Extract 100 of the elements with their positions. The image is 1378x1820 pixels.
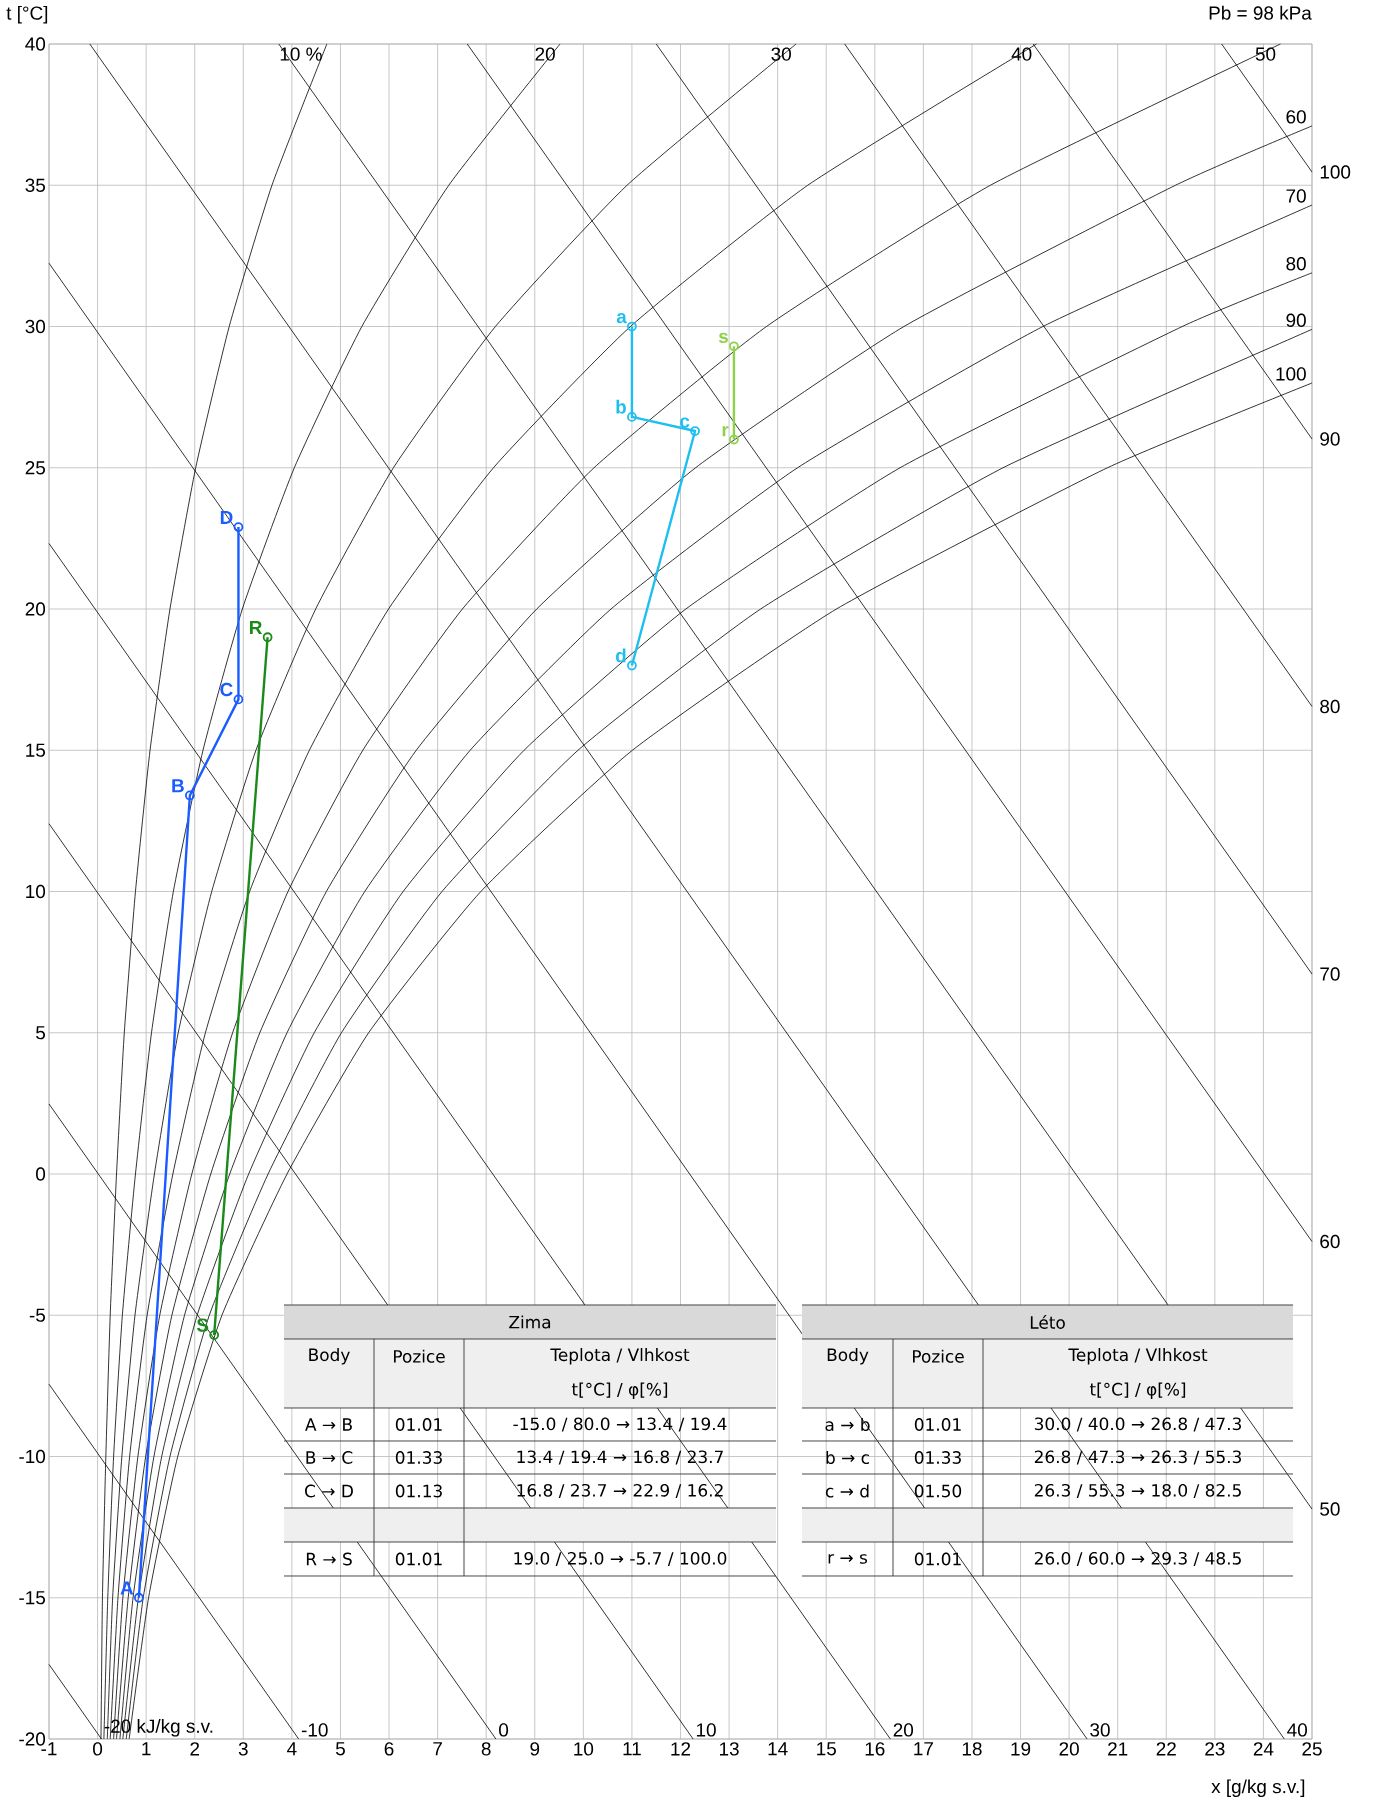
annotation: c → d <box>825 1484 869 1498</box>
y-tick-label: 25 <box>25 461 46 475</box>
x-tick-label: 22 <box>1156 1742 1176 1756</box>
series-label: 0 <box>499 1723 509 1737</box>
text: Pb = 98 kPa <box>1209 5 1312 20</box>
x-tick-label: 19 <box>1011 1742 1031 1756</box>
y-tick-label: 15 <box>26 743 46 757</box>
annotation: a → b <box>825 1417 870 1432</box>
annotation: 01.01 <box>914 1418 961 1431</box>
series-label: 30 <box>771 47 791 61</box>
annotation: 01.01 <box>914 1552 961 1566</box>
x-tick-label: 7 <box>433 1742 442 1756</box>
annotation: 30.0 / 40.0 → 26.8 / 47.3 <box>1034 1417 1241 1432</box>
x-tick-label: 21 <box>1108 1742 1128 1756</box>
series-label: 70 <box>1320 967 1340 981</box>
x-tick-label: 10 <box>574 1742 594 1756</box>
annotation: 01.01 <box>395 1418 442 1431</box>
series-label: -10 <box>301 1723 328 1737</box>
x-tick-label: 23 <box>1205 1742 1225 1756</box>
annotation: c <box>680 417 690 428</box>
y-tick-label: 10 <box>26 884 46 899</box>
annotation: 01.33 <box>914 1451 961 1464</box>
series-label: 80 <box>1286 257 1306 271</box>
annotation: B <box>172 779 184 793</box>
annotation: 13.4 / 19.4 → 16.8 / 23.7 <box>517 1450 723 1465</box>
y-tick-label: 35 <box>25 178 46 192</box>
x-axis-title: x [g/kg s.v.] <box>1211 1779 1305 1798</box>
annotation: t[°C] / φ[%] <box>1089 1382 1186 1399</box>
x-tick-label: 25 <box>1302 1742 1322 1756</box>
annotation: Pozice <box>394 1349 445 1363</box>
annotation: b → c <box>826 1450 869 1465</box>
x-tick-label: 1 <box>142 1742 151 1756</box>
annotation: A → B <box>305 1418 352 1431</box>
annotation: R <box>250 621 263 635</box>
x-tick-label: 20 <box>1059 1742 1079 1756</box>
x-tick-label: 0 <box>93 1742 103 1756</box>
x-tick-label: 5 <box>335 1742 345 1756</box>
x-tick-label: 18 <box>962 1742 982 1756</box>
annotation: 26.8 / 47.3 → 26.3 / 55.3 <box>1034 1450 1241 1465</box>
x-tick-label: 17 <box>914 1742 933 1756</box>
x-tick-label: 13 <box>719 1742 739 1756</box>
annotation: R → S <box>306 1552 352 1566</box>
y-tick-label: 5 <box>36 1026 46 1040</box>
series-label: 80 <box>1320 699 1340 714</box>
x-tick-label: 14 <box>768 1742 788 1756</box>
annotation: t[°C] / φ[%] <box>571 1382 668 1399</box>
annotation: B → C <box>306 1451 353 1464</box>
annotation: Body <box>309 1348 350 1365</box>
x-tick-label: 9 <box>530 1742 540 1756</box>
annotation: Teplota / Vlhkost <box>550 1348 690 1365</box>
series-label: 60 <box>1320 1234 1340 1249</box>
series-label: 10 % <box>280 47 322 61</box>
y-tick-label: -5 <box>29 1308 46 1322</box>
y-tick-label: 20 <box>25 602 46 616</box>
y-axis-title: t [°C] <box>6 5 48 24</box>
series-label: 50 <box>1320 1502 1340 1516</box>
x-tick-label: 15 <box>817 1742 836 1756</box>
x-tick-label: 2 <box>190 1742 200 1756</box>
series-label: 10 <box>696 1723 716 1737</box>
series-label: 40 <box>1287 1723 1307 1737</box>
annotation: Zima <box>509 1315 551 1329</box>
annotation: r <box>722 426 729 437</box>
annotation: b <box>616 399 626 414</box>
annotation: 19.0 / 25.0 → -5.7 / 100.0 <box>514 1551 727 1567</box>
series-label: 70 <box>1286 189 1306 203</box>
annotation: -15.0 / 80.0 → 13.4 / 19.4 <box>513 1417 727 1432</box>
series-label: 20 <box>893 1723 914 1737</box>
annotation: 01.50 <box>914 1484 962 1498</box>
y-tick-label: 30 <box>25 319 46 334</box>
annotation: 26.3 / 55.3 → 18.0 / 82.5 <box>1034 1483 1241 1499</box>
series-label: 100 <box>1276 367 1306 381</box>
x-tick-label: 16 <box>865 1742 885 1756</box>
annotation: 01.01 <box>395 1552 442 1566</box>
annotation: r → s <box>828 1554 868 1564</box>
series-label: 90 <box>1286 313 1306 327</box>
series-label: 100 <box>1320 165 1351 179</box>
x-tick-label: 8 <box>481 1742 491 1756</box>
annotation: d <box>615 648 626 663</box>
y-tick-label: 40 <box>25 37 46 51</box>
series-label: 90 <box>1320 432 1340 446</box>
y-tick-label: -10 <box>19 1449 46 1464</box>
series-label: 60 <box>1286 110 1306 124</box>
annotation: 01.13 <box>395 1484 442 1498</box>
x-tick-label: 12 <box>671 1742 691 1756</box>
annotation: Pozice <box>913 1349 964 1363</box>
x-tick-label: 3 <box>238 1742 248 1756</box>
annotation: s <box>718 332 728 344</box>
annotation: a <box>616 312 627 324</box>
series-label: 50 <box>1255 47 1276 61</box>
annotation: C → D <box>305 1484 353 1498</box>
annotation: 26.0 / 60.0 → 29.3 / 48.5 <box>1034 1551 1241 1567</box>
annotation: 16.8 / 23.7 → 22.9 / 16.2 <box>517 1483 723 1499</box>
annotation: Teplota / Vlhkost <box>1068 1348 1208 1365</box>
annotation: C <box>220 682 233 697</box>
series-label: 30 <box>1090 1723 1110 1737</box>
y-tick-label: 0 <box>36 1167 46 1181</box>
annotation: 01.33 <box>395 1451 442 1464</box>
annotation: S <box>196 1318 209 1332</box>
x-tick-label: 6 <box>384 1742 394 1756</box>
y-tick-label: -15 <box>19 1591 46 1605</box>
